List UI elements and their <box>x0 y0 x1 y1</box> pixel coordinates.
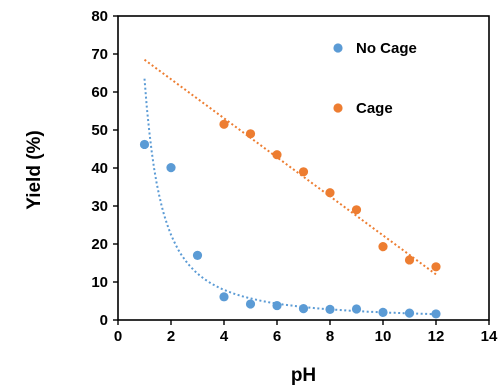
data-points <box>139 119 441 319</box>
data-point-no-cage <box>219 292 229 302</box>
x-tick-label: 2 <box>167 328 175 345</box>
x-axis-title: pH <box>291 365 316 386</box>
data-point-no-cage <box>378 307 388 317</box>
x-tick-label: 12 <box>428 328 445 345</box>
data-point-cage <box>298 167 309 177</box>
y-tick-label: 10 <box>91 274 108 291</box>
data-point-no-cage <box>325 304 335 314</box>
x-tick-label: 6 <box>273 328 281 345</box>
trendline-cage <box>143 58 437 276</box>
data-point-cage <box>245 129 256 139</box>
data-point-no-cage <box>139 139 150 150</box>
y-tick-label: 80 <box>91 8 108 25</box>
x-tick-label: 10 <box>375 328 392 345</box>
y-tick-label: 50 <box>91 122 108 139</box>
y-tick-label: 40 <box>91 160 108 177</box>
x-tick-label: 8 <box>326 328 334 345</box>
data-point-cage <box>219 119 229 129</box>
data-point-no-cage <box>351 304 362 314</box>
legend-marker-cage <box>333 103 343 113</box>
data-point-no-cage <box>431 309 441 319</box>
data-point-cage <box>325 188 335 198</box>
x-tick-label: 14 <box>481 328 498 345</box>
data-point-cage <box>431 262 441 272</box>
y-tick-label: 70 <box>91 46 108 63</box>
x-tick-label: 4 <box>220 328 229 345</box>
y-tick-label: 60 <box>91 84 108 101</box>
data-point-no-cage <box>272 300 282 311</box>
trendlines <box>143 58 437 316</box>
data-point-cage <box>351 205 362 215</box>
y-tick-label: 30 <box>91 198 108 215</box>
y-tick-label: 0 <box>100 312 108 329</box>
data-point-cage <box>404 255 415 265</box>
data-point-no-cage <box>166 163 176 173</box>
legend-marker-no-cage <box>333 43 343 53</box>
data-point-cage <box>272 150 282 160</box>
y-tick-label: 20 <box>91 236 108 253</box>
data-point-cage <box>378 242 388 252</box>
axes: 0 2 4 6 8 10 12 14 0 10 20 30 40 50 60 70 80 <box>91 8 498 345</box>
data-point-no-cage <box>298 304 309 314</box>
data-point-no-cage <box>404 308 415 318</box>
legend-label-no-cage: No Cage <box>356 40 417 57</box>
data-point-no-cage <box>245 299 256 309</box>
x-tick-label: 0 <box>114 328 122 345</box>
legend-label-cage: Cage <box>356 100 393 117</box>
legend: No Cage Cage <box>333 40 417 117</box>
y-axis-title: Yield (%) <box>24 130 45 210</box>
data-point-no-cage <box>192 250 203 260</box>
